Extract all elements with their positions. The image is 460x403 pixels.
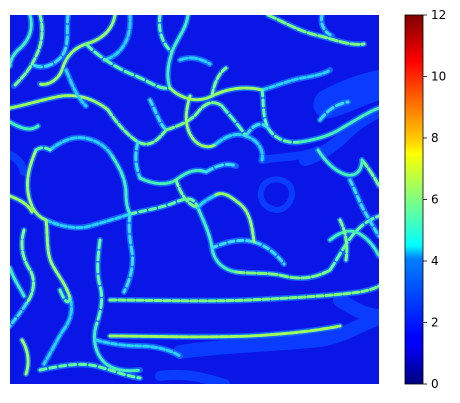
network-edge <box>10 266 26 298</box>
network-edge <box>244 122 270 138</box>
network-edge <box>260 68 332 92</box>
network-edge <box>148 98 168 132</box>
network-edge <box>196 194 216 210</box>
colorbar-tick-label: 8 <box>431 131 439 145</box>
network-edge <box>318 100 350 122</box>
network-edge <box>164 101 224 132</box>
network-edge <box>30 15 70 69</box>
wide-band-bottom <box>173 311 379 359</box>
network-edge <box>10 15 33 68</box>
network-edge <box>64 68 88 108</box>
network-edge <box>12 15 44 88</box>
network-edge <box>360 158 379 188</box>
network-edge <box>48 136 114 158</box>
network-edge <box>166 15 190 90</box>
network-edge <box>122 212 134 294</box>
network-edge <box>94 238 104 328</box>
wide-band-left <box>10 151 28 176</box>
network-edge <box>178 56 212 66</box>
network-edge <box>158 15 174 54</box>
colorbar-tick-label: 0 <box>431 377 439 391</box>
colorbar-tick-label: 4 <box>431 254 439 268</box>
network-edge <box>42 296 74 366</box>
network-edge <box>20 338 30 376</box>
colorbar-tick-label: 12 <box>431 8 446 22</box>
colorbar-gradient <box>404 14 424 385</box>
network-edge <box>26 148 48 222</box>
low-value-bands <box>10 70 379 384</box>
colorbar-tick-label: 2 <box>431 316 439 330</box>
network-edge <box>320 15 334 38</box>
network-edge <box>220 104 248 138</box>
network-edge <box>266 15 366 46</box>
network-edge <box>20 228 35 306</box>
network-edge <box>102 15 132 62</box>
network-edge <box>210 238 286 266</box>
wide-band-bottom-right <box>333 293 379 323</box>
network-edge <box>38 15 117 86</box>
network-edge <box>10 194 34 214</box>
network-edge <box>38 362 142 380</box>
network-edge <box>58 288 72 304</box>
wide-band-right-upper <box>299 106 379 166</box>
colorbar-tick-label: 6 <box>431 193 439 207</box>
network-edge <box>10 302 28 328</box>
network-edge <box>84 42 172 90</box>
network-edge <box>128 197 200 216</box>
network-edge <box>348 178 379 238</box>
network-edge <box>210 66 228 98</box>
network-edge <box>338 218 349 262</box>
network-edge <box>44 212 132 230</box>
colorbar-tick-label: 10 <box>431 70 446 84</box>
wide-band-right <box>313 70 379 119</box>
network-edge <box>328 229 379 258</box>
network-edge <box>134 140 142 180</box>
wide-band-mid <box>258 146 322 164</box>
network-edge <box>316 148 364 177</box>
network-edge <box>184 94 218 149</box>
ring-center-right <box>257 176 296 213</box>
network-edge <box>108 284 379 303</box>
colorbar-ticks: 0 2 4 6 8 10 12 <box>423 8 446 391</box>
colorbar: 0 2 4 6 8 10 12 <box>404 8 446 391</box>
network-edge <box>174 178 200 210</box>
network-edge <box>10 120 40 131</box>
network-edge <box>34 146 52 152</box>
heatmap-plot <box>10 15 379 384</box>
network-edge <box>204 162 238 174</box>
network-edge <box>94 338 182 358</box>
network-edge <box>212 192 256 244</box>
network-edge <box>234 268 332 280</box>
network-edge <box>10 94 110 112</box>
network-edge <box>44 218 72 300</box>
network-edge <box>298 106 379 144</box>
network-edge <box>110 154 132 216</box>
network-edge <box>92 324 142 373</box>
network-edge <box>108 324 342 339</box>
network-edges <box>10 15 379 380</box>
wide-band-lower-left <box>155 369 230 384</box>
